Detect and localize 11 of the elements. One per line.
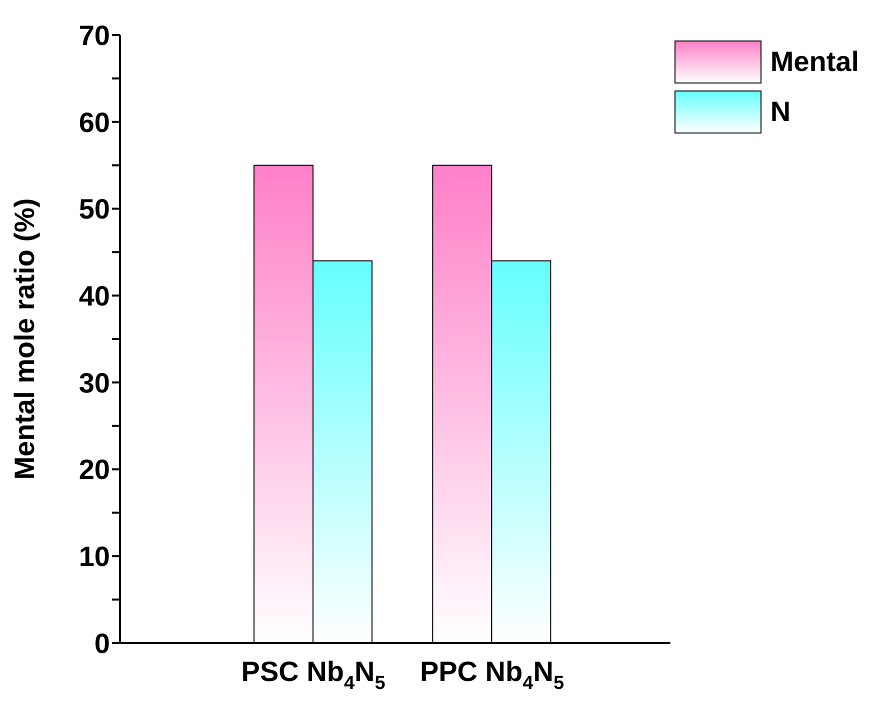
y-tick-label: 40: [78, 280, 110, 312]
y-tick-label: 0: [94, 628, 110, 659]
y-tick-label: 60: [78, 106, 110, 138]
y-tick-label: 10: [78, 541, 110, 572]
y-tick-label: 50: [78, 194, 110, 225]
y-axis-title: Mental mole ratio (%): [8, 198, 40, 480]
y-tick-label: 20: [78, 454, 110, 486]
legend-label: Mental: [770, 46, 859, 78]
y-tick-label: 30: [78, 367, 110, 398]
y-tick-label: 70: [78, 20, 110, 51]
legend-label: N: [770, 96, 791, 128]
